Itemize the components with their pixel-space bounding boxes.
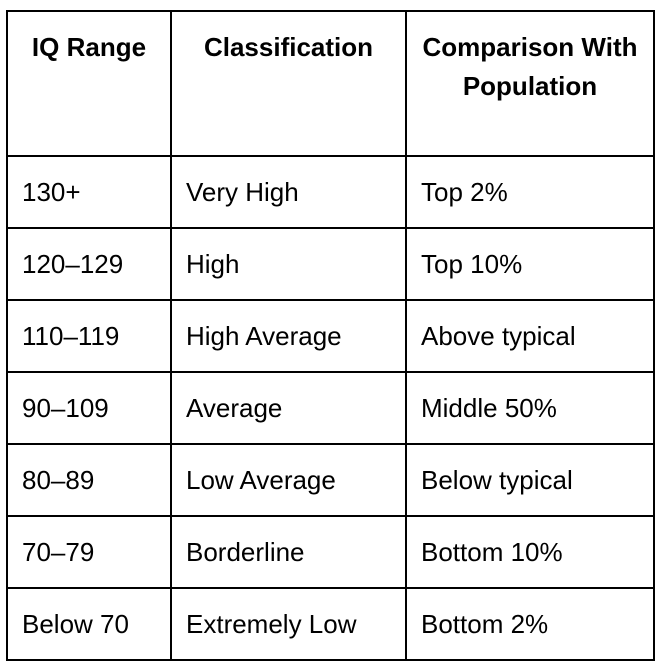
table-cell: 110–119	[6, 299, 172, 373]
table-cell: Bottom 10%	[405, 515, 655, 589]
table-cell: 120–129	[6, 227, 172, 301]
table-cell: Low Average	[170, 443, 407, 517]
table-row: 80–89 Low Average Below typical	[6, 443, 655, 517]
header-cell: Comparison With Population	[405, 10, 655, 157]
table-cell: Extremely Low	[170, 587, 407, 661]
table-cell: 130+	[6, 155, 172, 229]
header-cell: IQ Range	[6, 10, 172, 157]
header-cell: Classification	[170, 10, 407, 157]
table-cell: Below typical	[405, 443, 655, 517]
table-cell: High Average	[170, 299, 407, 373]
table-row: 110–119 High Average Above typical	[6, 299, 655, 373]
table-cell: 70–79	[6, 515, 172, 589]
table-cell: 80–89	[6, 443, 172, 517]
table-cell: Borderline	[170, 515, 407, 589]
table-cell: Top 10%	[405, 227, 655, 301]
table-row: 130+ Very High Top 2%	[6, 155, 655, 229]
table-cell: Bottom 2%	[405, 587, 655, 661]
table-cell: Middle 50%	[405, 371, 655, 445]
table-head: IQ Range Classification Comparison With Po…	[6, 10, 655, 157]
table-cell: Top 2%	[405, 155, 655, 229]
table-body: 130+ Very High Top 2% 120–129 High Top 10% 110…	[6, 155, 655, 661]
table-row: 120–129 High Top 10%	[6, 227, 655, 301]
table-row: 70–79 Borderline Bottom 10%	[6, 515, 655, 589]
table-row: Below 70 Extremely Low Bottom 2%	[6, 587, 655, 661]
table-cell: Below 70	[6, 587, 172, 661]
iq-table: IQ Range Classification Comparison With Po…	[6, 10, 655, 661]
table-cell: Above typical	[405, 299, 655, 373]
table-cell: 90–109	[6, 371, 172, 445]
table-cell: High	[170, 227, 407, 301]
header-row: IQ Range Classification Comparison With Po…	[6, 10, 655, 157]
table-cell: Very High	[170, 155, 407, 229]
table-cell: Average	[170, 371, 407, 445]
table-row: 90–109 Average Middle 50%	[6, 371, 655, 445]
